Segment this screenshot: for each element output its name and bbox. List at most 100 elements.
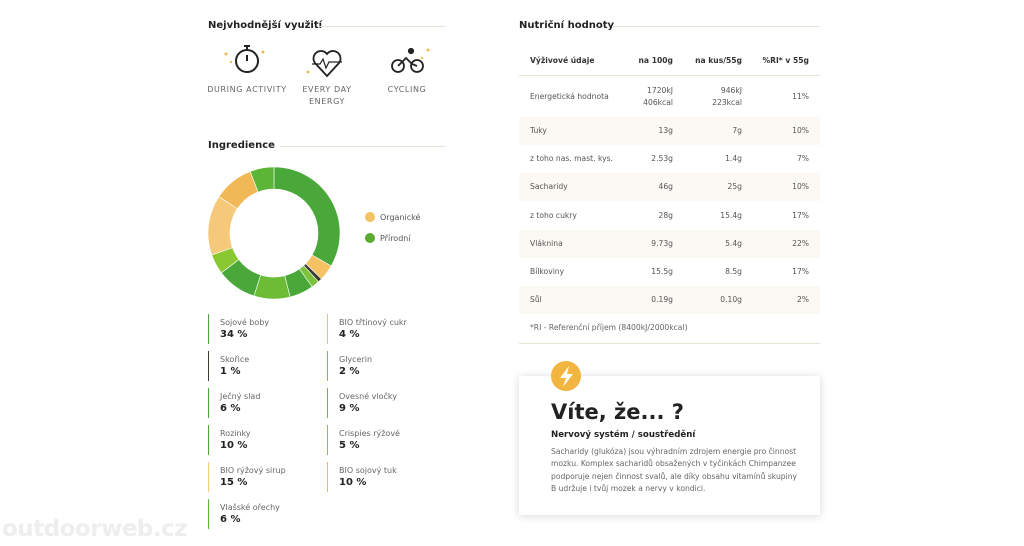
table-row: z toho nas. mast. kys. 2.53g 1.4g 7% — [519, 145, 820, 173]
table-row: Sacharidy 46g 25g 10% — [519, 173, 820, 201]
cell-line: 8.5g — [725, 267, 742, 276]
card-subtitle: Nervový systém / soustředění — [551, 430, 696, 440]
table-cell: 946kJ 223kcal — [672, 85, 742, 109]
table-cell: 2.53g — [603, 153, 673, 165]
ingredient-name: BIO sojový tuk — [339, 466, 397, 475]
ingredient-value: 9 % — [339, 403, 360, 414]
card-title: Víte, že... ? — [551, 400, 684, 424]
table-row: Sůl 0.19g 0.10g 2% — [519, 286, 820, 314]
ingredient-name: Rozinky — [220, 429, 251, 438]
usage-label: EVERY DAY ENERGY — [287, 84, 367, 108]
table-cell: 25g — [672, 181, 742, 193]
cell-line: 46g — [658, 182, 673, 191]
ingredient-name: Vlašské ořechy — [220, 503, 280, 512]
heart-icon — [312, 50, 342, 78]
cell-line: Vláknina — [530, 239, 563, 248]
ingredient-name: Ovesné vločky — [339, 392, 397, 401]
cell-line: 7g — [732, 126, 742, 135]
legend-label: Organické — [380, 213, 421, 222]
card-text: Sacharidy (glukóza) jsou výhradním zdroj… — [551, 447, 798, 494]
table-header: Výživové údaje na 100g na kus/55g %RI* v 55… — [519, 47, 820, 76]
cell-line: 406kcal — [643, 97, 673, 107]
table-cell: 15.4g — [672, 210, 742, 222]
table-cell: z toho nas. mast. kys. — [530, 153, 630, 165]
cell-line: 223kcal — [712, 97, 742, 107]
table-cell: z toho cukry — [530, 210, 630, 222]
cell-line: 0.19g — [651, 295, 673, 304]
header-cell: %RI* v 55g — [762, 56, 810, 65]
table-cell: Vláknina — [530, 238, 630, 250]
cell-line: 5.4g — [725, 239, 742, 248]
cell-line: Bílkoviny — [530, 267, 565, 276]
table-cell: 10% — [739, 181, 809, 193]
cell-line: z toho cukry — [530, 210, 577, 220]
cell-line: 7% — [796, 154, 809, 163]
ingredient-item: BIO sojový tuk 10 % — [327, 462, 397, 492]
ingredient-value: 34 % — [220, 329, 248, 340]
table-row: Bílkoviny 15.5g 8.5g 17% — [519, 258, 820, 286]
table-cell: 11% — [739, 91, 809, 103]
table-cell: 1.4g — [672, 153, 742, 165]
ingredient-name: Sojové boby — [220, 318, 270, 327]
line: EVERY DAY — [302, 85, 352, 94]
table-cell: 0.19g — [603, 294, 673, 306]
nutrition-title: Nutriční hodnoty — [519, 20, 615, 31]
cell-line: 17% — [792, 210, 809, 220]
ingredients-title: Ingredience — [208, 140, 275, 151]
cell-line: 0.10g — [720, 295, 742, 304]
cell-line: 22% — [792, 239, 809, 248]
donut-chart — [207, 166, 341, 300]
ingredient-name: BIO třtinový cukr — [339, 318, 407, 327]
cell-line: Energetická hodnota — [530, 91, 609, 101]
usage-label: DURING ACTIVITY — [207, 85, 287, 94]
cell-line: 13g — [658, 126, 673, 135]
stopwatch-icon — [235, 45, 259, 73]
cell-line: 1.4g — [725, 154, 742, 163]
cell-line: 1720kJ — [647, 85, 673, 95]
ingredient-name: BIO rýžový sirup — [220, 466, 286, 475]
cell-line: 17% — [792, 267, 809, 276]
usage-title: Nejvhodnější využití — [208, 20, 323, 31]
table-cell: Tuky — [530, 125, 630, 137]
rule — [519, 343, 820, 344]
table-cell: 46g — [603, 181, 673, 193]
cell-line: Tuky — [530, 126, 547, 135]
table-row: Vláknina 9.73g 5.4g 22% — [519, 230, 820, 258]
cell-line: z toho nas. mast. kys. — [530, 154, 613, 163]
cell-line: 15.5g — [651, 267, 673, 276]
ingredient-value: 6 % — [220, 514, 241, 525]
legend-label: Přírodní — [380, 234, 411, 243]
ingredient-item: Ovesné vločky 9 % — [327, 388, 397, 418]
info-card: Víte, že... ? Nervový systém / soustředě… — [519, 376, 820, 515]
cycling-icon — [391, 47, 424, 73]
table-row: Tuky 13g 7g 10% — [519, 117, 820, 145]
cell-line: 11% — [792, 91, 809, 101]
ingredient-name: Skořice — [220, 355, 250, 364]
table-cell: 8.5g — [672, 266, 742, 278]
ingredient-value: 2 % — [339, 366, 360, 377]
legend-dot — [365, 212, 375, 222]
ingredient-item: Ječný slad 6 % — [208, 388, 260, 418]
table-cell: 10% — [739, 125, 809, 137]
table-cell: 0.10g — [672, 294, 742, 306]
rule — [280, 146, 445, 147]
ingredient-item: Vlašské ořechy 6 % — [208, 499, 280, 529]
footnote: *RI - Referenční příjem (8400kJ/2000kcal… — [530, 323, 688, 332]
legend-dot — [365, 233, 375, 243]
cell-line: Sůl — [530, 295, 542, 304]
table-cell: 7% — [739, 153, 809, 165]
table-cell: 13g — [603, 125, 673, 137]
ingredient-value: 6 % — [220, 403, 241, 414]
header-cell: na 100g — [638, 56, 673, 65]
ingredient-name: Glycerin — [339, 355, 373, 364]
rule — [612, 26, 820, 27]
table-cell: 17% — [739, 266, 809, 278]
header-cell: na kus/55g — [695, 56, 742, 65]
cell-line: Sacharidy — [530, 182, 568, 191]
ingredient-item: Skořice 1 % — [208, 351, 249, 381]
cell-line: 10% — [792, 126, 809, 135]
ingredient-item: Sojové boby 34 % — [208, 314, 269, 344]
cell-line: 946kJ — [720, 85, 742, 95]
